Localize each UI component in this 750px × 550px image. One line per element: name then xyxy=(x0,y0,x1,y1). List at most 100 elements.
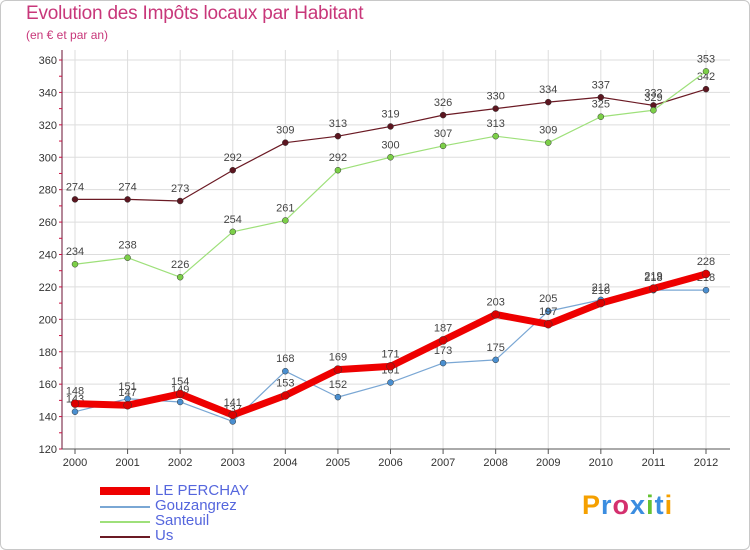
data-point-santeuil xyxy=(492,132,499,140)
data-label-santeuil: 300 xyxy=(381,139,399,151)
data-point-gouzangrez xyxy=(545,307,552,315)
data-point-gouzangrez xyxy=(282,367,289,375)
data-point-le-perchay xyxy=(123,400,132,410)
chart-subtitle: (en € et par an) xyxy=(26,28,109,42)
logo-letter: P xyxy=(582,490,602,520)
data-point-gouzangrez xyxy=(71,408,79,415)
data-point-us xyxy=(597,94,605,101)
y-tick-label: 300 xyxy=(39,152,57,164)
data-point-gouzangrez xyxy=(439,359,447,367)
y-tick-label: 180 xyxy=(39,347,57,359)
y-tick-label: 340 xyxy=(39,87,57,99)
data-label-gouzangrez: 152 xyxy=(329,379,347,391)
x-tick-label: 2012 xyxy=(694,457,718,469)
x-tick-label: 2007 xyxy=(431,457,455,469)
chart-title: Evolution des Impôts locaux par Habitant xyxy=(26,3,364,24)
y-tick-label: 120 xyxy=(39,444,57,456)
data-point-santeuil xyxy=(282,217,289,224)
data-label-santeuil: 309 xyxy=(539,125,557,137)
data-point-gouzangrez xyxy=(229,418,236,425)
data-label-santeuil: 261 xyxy=(276,202,294,214)
y-tick-label: 320 xyxy=(39,120,57,132)
x-tick-label: 2000 xyxy=(63,457,87,469)
data-label-le-perchay: 197 xyxy=(539,306,557,318)
data-point-le-perchay xyxy=(544,319,553,329)
legend-swatch-santeuil xyxy=(100,521,150,523)
data-label-santeuil: 353 xyxy=(697,53,715,65)
data-point-santeuil xyxy=(124,254,131,261)
x-tick-label: 2009 xyxy=(536,457,560,469)
data-point-us xyxy=(334,132,342,140)
logo-letter: o xyxy=(612,490,631,520)
data-point-us xyxy=(229,166,236,174)
logo-letter: i xyxy=(664,490,674,520)
y-tick-label: 280 xyxy=(39,185,57,197)
data-label-santeuil: 238 xyxy=(118,240,136,252)
data-label-le-perchay: 171 xyxy=(381,348,399,360)
data-label-us: 330 xyxy=(486,91,504,103)
data-label-gouzangrez: 151 xyxy=(118,381,136,393)
data-point-us xyxy=(387,123,394,130)
x-tick-label: 2008 xyxy=(483,457,507,469)
x-tick-label: 2003 xyxy=(221,457,245,469)
x-tick-label: 2002 xyxy=(168,457,192,469)
data-point-santeuil xyxy=(334,166,342,174)
data-point-santeuil xyxy=(650,106,657,114)
data-label-santeuil: 329 xyxy=(644,92,662,104)
data-point-santeuil xyxy=(176,273,184,281)
x-tick-label: 2010 xyxy=(589,457,613,469)
data-point-us xyxy=(492,105,499,112)
x-tick-label: 2006 xyxy=(378,457,402,469)
data-label-gouzangrez: 175 xyxy=(486,342,504,354)
data-point-santeuil xyxy=(387,154,394,161)
data-label-le-perchay: 203 xyxy=(486,296,504,308)
data-label-gouzangrez: 205 xyxy=(539,293,557,305)
data-point-gouzangrez xyxy=(387,379,394,386)
data-point-santeuil xyxy=(439,142,447,150)
data-label-le-perchay: 169 xyxy=(329,352,347,364)
data-label-santeuil: 234 xyxy=(66,246,84,258)
data-label-le-perchay: 141 xyxy=(224,397,242,409)
proxiti-logo: Proxiti xyxy=(582,490,673,521)
data-label-le-perchay: 153 xyxy=(276,378,294,390)
data-point-us xyxy=(124,196,131,203)
y-tick-label: 200 xyxy=(39,314,57,326)
data-point-us xyxy=(439,111,447,119)
data-label-us: 309 xyxy=(276,125,294,137)
data-label-us: 273 xyxy=(171,183,189,195)
data-point-le-perchay xyxy=(386,362,395,371)
y-tick-label: 140 xyxy=(39,412,57,424)
data-point-santeuil xyxy=(702,68,710,75)
data-point-us xyxy=(71,196,79,203)
legend-label-us: Us xyxy=(155,527,174,544)
data-label-gouzangrez: 173 xyxy=(434,345,452,357)
data-point-le-perchay xyxy=(596,298,606,308)
x-tick-label: 2005 xyxy=(326,457,350,469)
data-label-us: 326 xyxy=(434,97,452,109)
data-label-us: 337 xyxy=(592,79,610,91)
y-tick-label: 160 xyxy=(39,379,57,391)
data-point-santeuil xyxy=(597,113,605,120)
data-label-santeuil: 307 xyxy=(434,128,452,140)
y-tick-label: 260 xyxy=(39,217,57,229)
legend-swatch-gouzangrez xyxy=(100,506,150,508)
data-label-le-perchay: 219 xyxy=(644,271,662,283)
data-point-le-perchay xyxy=(281,391,290,400)
logo-letter: x xyxy=(630,490,647,520)
data-point-us xyxy=(176,197,184,205)
y-tick-label: 360 xyxy=(39,55,57,67)
logo-letter: i xyxy=(646,490,655,520)
y-tick-label: 220 xyxy=(39,282,57,294)
data-label-us: 274 xyxy=(66,181,84,193)
data-point-gouzangrez xyxy=(492,356,499,364)
data-label-us: 313 xyxy=(329,118,347,130)
legend-label-santeuil: Santeuil xyxy=(155,512,210,529)
data-label-us: 274 xyxy=(118,181,136,193)
data-label-us: 292 xyxy=(224,152,242,164)
data-point-le-perchay xyxy=(228,410,237,420)
legend-label-gouzangrez: Gouzangrez xyxy=(155,497,237,514)
data-label-santeuil: 292 xyxy=(329,152,347,164)
data-point-gouzangrez xyxy=(334,393,342,401)
data-point-le-perchay xyxy=(701,269,711,279)
